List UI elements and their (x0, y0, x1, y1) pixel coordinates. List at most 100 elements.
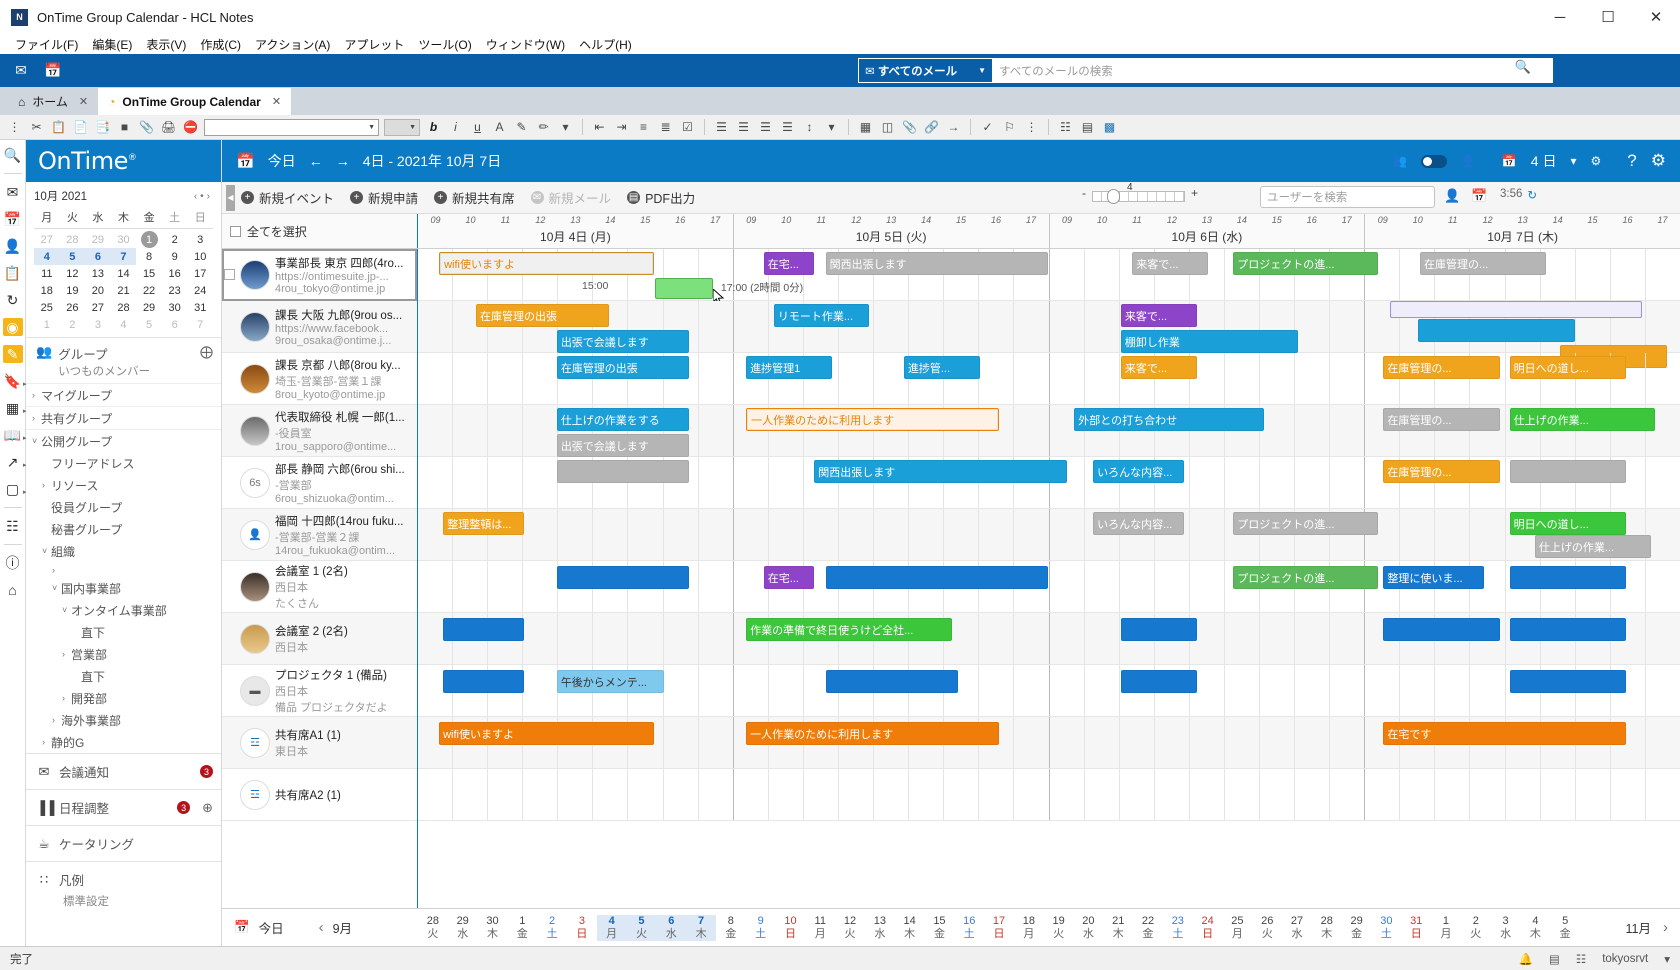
sidebar-tree-item-15[interactable]: › 海外事業部 (26, 709, 221, 731)
sidebar-tree-item-2[interactable]: ˅ 公開グループ (26, 429, 221, 452)
mini-date-25[interactable]: 23 土 (1163, 915, 1193, 941)
link-icon[interactable]: 🔗 (924, 120, 939, 134)
calendar-event[interactable]: 外部との打ち合わせ (1074, 408, 1264, 431)
chevron-right-icon[interactable]: › (52, 715, 55, 725)
calendar-event[interactable]: 在庫管理の... (1383, 460, 1500, 483)
chevron-right-icon[interactable]: › (62, 649, 65, 659)
mini-date-16[interactable]: 14 木 (895, 915, 925, 941)
attendee-row[interactable]: ▬ プロジェクタ 1 (備品) 西日本 備品 プロジェクタだよ (222, 665, 417, 717)
tab-close-icon[interactable]: ✕ (78, 96, 89, 108)
menu-item-7[interactable]: ウィンドウ(W) (485, 37, 566, 52)
attach-icon[interactable]: 📎 (139, 120, 154, 134)
minical-day[interactable]: 29 (91, 233, 105, 246)
lane-row[interactable]: wifi使いますよ 在宅... 関西出張します 来客で... プロジェクトの進... 在庫… (418, 249, 1680, 306)
lane-row[interactable]: 関西出張します いろんな内容... 在庫管理の... (418, 457, 1680, 509)
preview-icon[interactable]: ▤ (1081, 120, 1094, 134)
home-rail-icon[interactable]: ⌂ (8, 582, 17, 598)
font-size-select[interactable]: ▼ (384, 118, 420, 136)
search-options-icon[interactable]: ☰ (1490, 59, 1503, 74)
calendar-event[interactable]: 明日への道し... (1509, 512, 1626, 535)
notification-bell-icon[interactable]: 🔔 (1518, 953, 1534, 966)
add-user-icon[interactable]: 👤 (1444, 188, 1461, 203)
next-period-button[interactable]: → (335, 153, 350, 169)
mini-date-0[interactable]: 28 火 (418, 915, 448, 941)
mini-date-33[interactable]: 31 日 (1401, 915, 1431, 941)
chevron-right-icon[interactable]: › (42, 480, 45, 490)
bullet-list-icon[interactable]: ≡ (639, 120, 647, 134)
add-icon[interactable]: ⊕ (202, 799, 213, 815)
collapse-panel-button[interactable]: ◀ (226, 184, 235, 211)
calendar-event[interactable]: いろんな内容... (1093, 512, 1185, 535)
lane-row[interactable]: 午後からメンテ... (418, 665, 1680, 717)
sidebar-tree-item-7[interactable]: ˅ 組織 (26, 540, 221, 562)
calendar-event[interactable]: 来客で... (1120, 356, 1197, 379)
bottom-calendar-icon[interactable]: 📅 (234, 920, 250, 934)
calendar-event[interactable]: 在庫管理の... (1383, 356, 1500, 379)
sidebar-tree-item-16[interactable]: › 静的G (26, 731, 221, 753)
attachment-icon[interactable]: 📎 (902, 120, 917, 134)
minical-day[interactable]: 12 (66, 267, 79, 280)
calendar-event[interactable] (1509, 566, 1626, 589)
search-scope-button[interactable]: ✉ すべてのメール ▼ (858, 58, 993, 83)
status-db-icon[interactable]: ▤ (1549, 953, 1560, 966)
menu-item-2[interactable]: 表示(V) (146, 37, 187, 52)
applications-rail-icon[interactable]: ▦ ▸ (5, 399, 27, 416)
minical-day[interactable]: 26 (66, 301, 79, 314)
calendar-event[interactable]: 在庫管理の出張 (476, 304, 609, 327)
sidebar-tree-item-11[interactable]: 直下 (26, 621, 221, 643)
mini-date-24[interactable]: 22 金 (1133, 915, 1163, 941)
minical-day[interactable]: 29 (142, 301, 156, 314)
settings-gear-icon[interactable]: ⚙ (1650, 151, 1666, 170)
lane-row[interactable]: 作業の準備で終日使うけど全社... (418, 613, 1680, 665)
minical-day[interactable]: 31 (194, 301, 207, 314)
color-icon[interactable]: ■ (120, 120, 129, 134)
drag-selection-block[interactable] (655, 278, 714, 299)
attendee-checkbox[interactable] (224, 269, 235, 280)
minical-day[interactable]: 4 (120, 318, 127, 331)
calendar-event[interactable]: 整理整頓は... (443, 512, 524, 535)
calendar-event[interactable]: 出張で会議します (556, 434, 690, 457)
chevron-down-icon[interactable]: ▾ (828, 120, 835, 134)
minical-day[interactable]: 3 (94, 318, 101, 331)
chevron-right-icon[interactable]: › (52, 564, 55, 575)
lane-row[interactable]: 仕上げの作業をする 出張で会議します 一人作業のために利用します 外部との打ち合わせ 在… (418, 405, 1680, 457)
chevron-down-icon[interactable]: ▾ (562, 120, 569, 134)
new-event-button[interactable]: + 新規イベント (241, 188, 334, 207)
chevron-down-icon[interactable]: ▾ (1570, 154, 1577, 168)
calendar-event[interactable]: 仕上げの作業... (1534, 535, 1651, 558)
minical-day[interactable]: 5 (146, 318, 153, 331)
mail-rail-icon[interactable]: ✉ (6, 183, 19, 200)
anchor-icon[interactable]: → (947, 120, 960, 134)
attendee-row[interactable]: 代表取締役 札幌 一郎(1... -役員室 1rou_sapporo@ontime.… (222, 405, 417, 457)
bottom-next-button[interactable]: › (1663, 919, 1668, 936)
mini-date-30[interactable]: 28 木 (1312, 915, 1342, 941)
minical-day[interactable]: 15 (142, 267, 156, 280)
attendee-row[interactable]: 👤 福岡 十四郎(14rou fuku... -営業部-営業２課 14rou_fuku… (222, 509, 417, 561)
favorites-rail-icon[interactable]: 📖 ▸ (3, 426, 27, 443)
mini-date-32[interactable]: 30 土 (1372, 915, 1402, 941)
minical-day[interactable]: 20 (91, 284, 105, 297)
minical-day[interactable]: 24 (194, 284, 207, 297)
sidebar-tree-item-6[interactable]: 秘書グループ (26, 518, 221, 540)
search-rail-icon[interactable]: 🔍 (3, 146, 22, 163)
chevron-down-icon[interactable]: ˅ (42, 546, 48, 556)
lane-row[interactable]: 在庫管理の出張 出張で会議します リモート作業... 来客で... 棚卸し作業 (418, 301, 1680, 368)
calendar-event[interactable]: 仕上げの作業をする (556, 408, 690, 431)
calendar-event[interactable]: 整理に使いま... (1383, 566, 1485, 589)
minical-day[interactable]: 2 (171, 233, 178, 246)
sidebar-bottom-2[interactable]: ☕ ケータリング (26, 825, 221, 861)
minical-day[interactable]: 7 (197, 318, 204, 331)
calendar-event[interactable] (1417, 319, 1576, 342)
calendar-event[interactable]: 在宅です (1383, 722, 1626, 745)
minical-day[interactable]: 11 (41, 267, 53, 280)
calendar-event[interactable]: いろんな内容... (1093, 460, 1185, 483)
highlight-icon[interactable]: ✏ (538, 120, 549, 134)
calendar-event[interactable]: 進捗管理1 (746, 356, 832, 379)
calendar-event[interactable] (1120, 618, 1197, 641)
italic-icon[interactable]: i (454, 120, 457, 134)
filter-icon[interactable]: ⚙ (1590, 154, 1602, 168)
minical-day[interactable]: 5 (59, 248, 86, 265)
